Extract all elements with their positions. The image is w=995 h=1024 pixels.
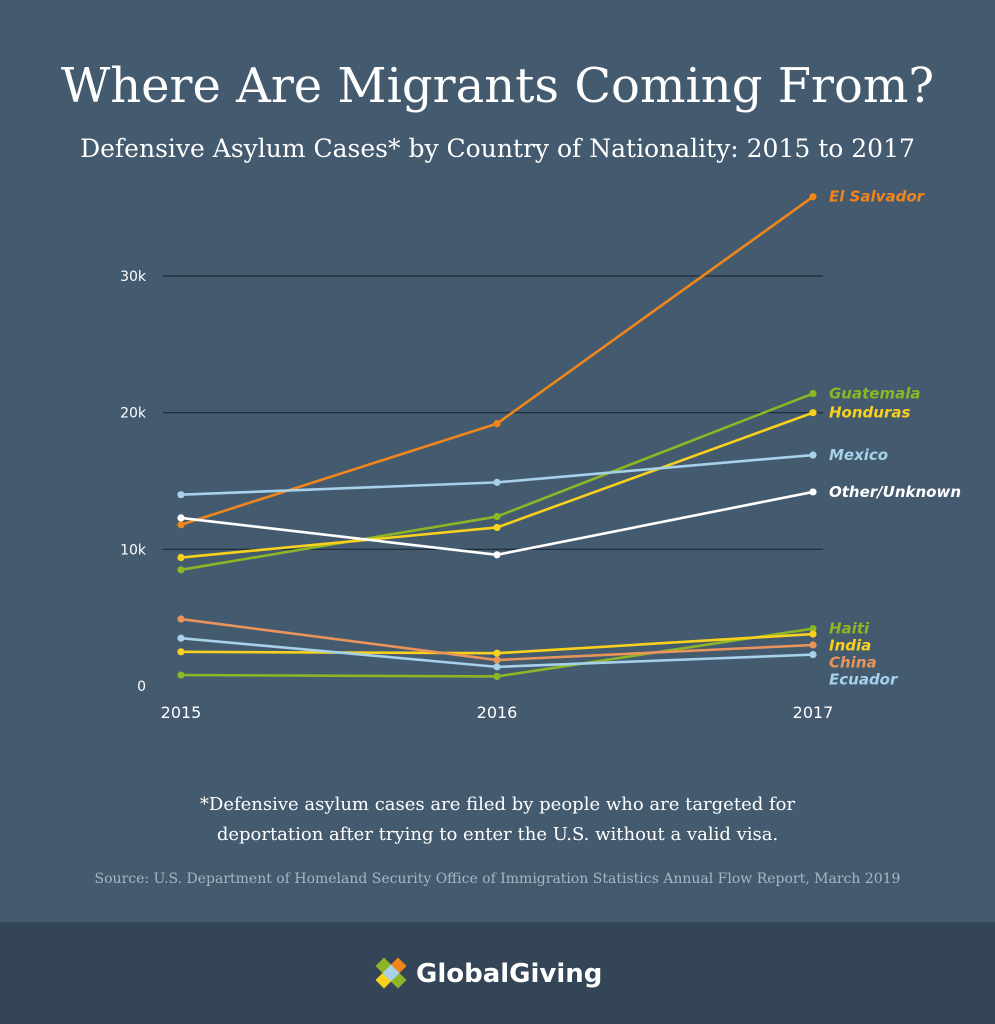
series-end-label: Honduras (829, 404, 910, 422)
data-point (809, 650, 817, 659)
y-tick-label: 10k (120, 542, 147, 558)
y-tick-label: 20k (120, 406, 147, 422)
series-end-label: Other/Unknown (829, 483, 961, 501)
data-point (493, 656, 501, 664)
data-point (809, 451, 817, 459)
chart-subtitle: Defensive Asylum Cases* by Country of Na… (80, 134, 915, 163)
data-point (177, 634, 185, 642)
series-end-label: Mexico (829, 446, 888, 464)
data-point (493, 663, 501, 671)
data-point (493, 551, 501, 559)
line-chart: 0 10k 20k 30k 2015 2016 2017 El Salvador Guatema… (120, 188, 961, 722)
series-end-label: Haiti (829, 620, 870, 638)
series-line (180, 195, 814, 526)
chart-title: Where Are Migrants Coming From? (60, 58, 935, 114)
brand-logo: GlobalGiving (374, 954, 602, 994)
series-line (180, 490, 814, 557)
footer-bar: GlobalGiving (0, 922, 995, 1024)
data-point (177, 566, 185, 574)
series-end-label: China (829, 654, 877, 672)
series-end-label: India (829, 637, 871, 655)
data-point (177, 615, 185, 623)
data-point (493, 672, 501, 681)
series-end-label: Ecuador (829, 671, 899, 689)
data-point (493, 512, 501, 521)
data-point (177, 671, 185, 679)
data-point (177, 648, 185, 656)
data-point (809, 488, 817, 496)
data-point (809, 641, 817, 649)
brand-name: GlobalGiving (416, 959, 603, 989)
data-point (809, 625, 817, 633)
footnote-line-1: *Defensive asylum cases are filed by peo… (199, 794, 796, 815)
footnote: *Defensive asylum cases are filed by peo… (0, 790, 995, 850)
y-tick-label: 30k (120, 269, 147, 285)
data-point (177, 553, 185, 562)
x-tick-label: 2017 (793, 703, 834, 722)
series-line (180, 453, 814, 496)
series-end-label: El Salvador (829, 188, 926, 206)
data-point (493, 478, 501, 486)
data-point (493, 420, 501, 428)
data-point (809, 389, 817, 398)
data-point (809, 409, 817, 417)
footnote-line-2: deportation after trying to enter the U.… (216, 824, 779, 845)
data-point (493, 523, 501, 532)
data-point (177, 521, 185, 529)
x-tick-label: 2015 (161, 703, 202, 722)
data-point (177, 514, 185, 522)
series-end-label: Guatemala (829, 385, 920, 403)
data-point (809, 193, 817, 201)
data-point (809, 630, 817, 638)
y-tick-label: 0 (137, 679, 146, 695)
x-tick-label: 2016 (477, 703, 518, 722)
globalgiving-logo-icon (375, 957, 407, 989)
data-point (493, 649, 501, 657)
source-note: Source: U.S. Department of Homeland Secu… (94, 871, 901, 887)
data-point (177, 491, 185, 499)
